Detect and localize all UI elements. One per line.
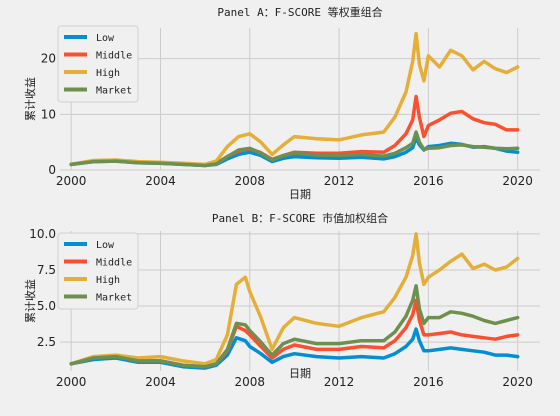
panel-b-legend-label-high: High: [96, 275, 120, 286]
panel-b-x-tick-label: 2004: [145, 375, 176, 389]
panel-b-legend: Low Middle High Market: [57, 232, 139, 310]
panel-a-x-tick-label: 2008: [234, 174, 265, 188]
panel-a-series-market: [69, 130, 520, 168]
panel-a: Panel A：F-SCORE 等权重组合 累计收益 日期 2000 2004 20…: [23, 5, 540, 201]
panel-a-x-tick-label: 2004: [145, 174, 176, 188]
panel-b-y-tick-label: 10.0: [29, 227, 56, 241]
panel-b-title: Panel B：F-SCORE 市值加权组合: [212, 211, 388, 225]
panel-b-legend-label-market: Market: [96, 293, 132, 304]
panel-a-legend-label-market: Market: [96, 86, 132, 97]
panel-a-x-tick-label: 2020: [502, 174, 533, 188]
panel-b-legend-label-low: Low: [96, 240, 115, 251]
panel-a-y-tick-label: 20: [41, 52, 56, 66]
panel-b: Panel B：F-SCORE 市值加权组合 累计收益 日期 2000 2004 2…: [23, 211, 540, 389]
panel-a-xlabel: 日期: [289, 188, 311, 201]
panel-b-x-tick-label: 2016: [413, 375, 444, 389]
panel-a-ylabel: 累计收益: [23, 77, 37, 121]
panel-a-x-tick-label: 2012: [324, 174, 355, 188]
panel-a-title: Panel A：F-SCORE 等权重组合: [217, 5, 382, 19]
panel-a-legend-label-low: Low: [96, 33, 115, 44]
panel-b-y-tick-label: 7.5: [37, 263, 56, 277]
panel-b-x-tick-label: 2012: [324, 375, 355, 389]
panel-b-ylabel: 累计收益: [23, 279, 37, 323]
panel-b-x-tick-label: 2008: [234, 375, 265, 389]
panel-a-y-tick-label: 10: [41, 107, 56, 121]
panel-a-x-tick-label: 2016: [413, 174, 444, 188]
panel-b-y-tick-label: 2.5: [37, 335, 56, 349]
panel-b-legend-label-middle: Middle: [96, 258, 132, 269]
panel-a-legend: Low Middle High Market: [57, 25, 139, 103]
panel-a-legend-label-middle: Middle: [96, 51, 132, 62]
panel-b-series-market: [69, 284, 520, 369]
panel-a-x-tick-label: 2000: [56, 174, 87, 188]
panel-b-x-tick-label: 2000: [56, 375, 87, 389]
panel-a-y-tick-label: 0: [48, 163, 56, 177]
panel-b-legend-box: [57, 232, 139, 310]
panel-a-grid: [60, 28, 540, 171]
panel-a-legend-box: [57, 25, 139, 103]
panel-b-xlabel: 日期: [289, 367, 311, 380]
panel-b-series-high: [69, 232, 520, 366]
panel-a-legend-label-high: High: [96, 68, 120, 79]
panel-b-y-tick-label: 5.0: [37, 299, 56, 313]
panel-b-x-tick-label: 2020: [502, 375, 533, 389]
